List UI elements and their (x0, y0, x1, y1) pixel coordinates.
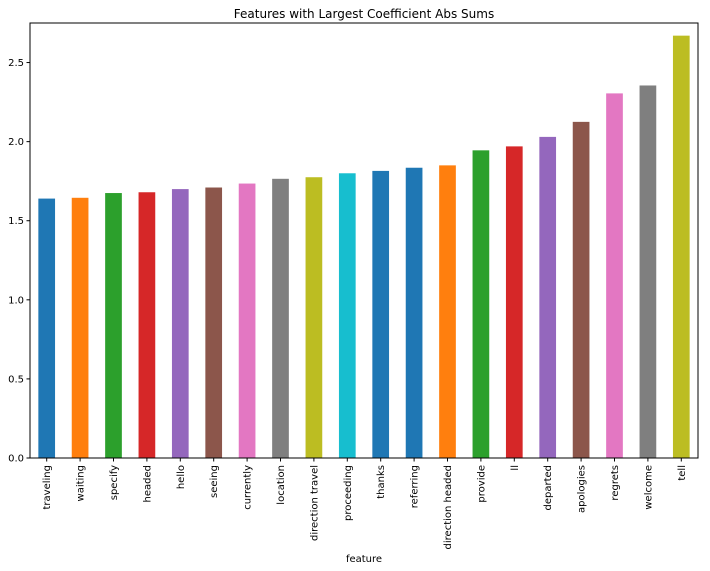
bar-waiting (71, 197, 89, 459)
bars-group (38, 35, 690, 459)
x-tick-label: provide (476, 465, 487, 503)
bar-tell (672, 35, 690, 459)
bar-direction-travel (305, 177, 323, 458)
x-tick-label: specify (109, 465, 120, 500)
bar-specify (105, 193, 122, 458)
x-tick-label: thanks (376, 465, 387, 499)
x-tick-label: hello (176, 465, 187, 489)
y-tick-label: 0.5 (8, 374, 24, 385)
x-tick-label: waiting (76, 465, 87, 501)
bar-departed (539, 136, 557, 458)
y-tick-label: 2.5 (8, 58, 24, 69)
y-axis: 0.0 0.5 1.0 1.5 2.0 2.5 (8, 58, 30, 465)
x-axis: traveling waiting specify headed hello seeing… (42, 458, 688, 549)
x-tick-label: direction travel (309, 465, 320, 541)
bar-seeing (205, 187, 223, 458)
chart-title: Features with Largest Coefficient Abs Su… (234, 7, 494, 21)
x-tick-label: departed (543, 465, 554, 511)
bar-provide (472, 150, 490, 458)
y-tick-label: 1.5 (8, 216, 24, 227)
y-tick-label: 2.0 (8, 137, 24, 148)
x-tick-label: proceeding (343, 465, 354, 521)
x-tick-label: ll (510, 465, 521, 471)
x-tick-label: referring (410, 465, 421, 508)
y-tick-label: 1.0 (8, 295, 24, 306)
bar-thanks (372, 170, 390, 458)
x-tick-label: traveling (42, 465, 53, 509)
bar-headed (138, 192, 156, 458)
x-tick-label: seeing (209, 465, 220, 498)
x-tick-label: apologies (577, 465, 588, 513)
bar-hello (171, 189, 189, 458)
bar-apologies (572, 121, 590, 458)
bar-currently (238, 183, 256, 458)
x-tick-label: currently (243, 465, 254, 510)
x-axis-label: feature (346, 554, 382, 565)
x-tick-label: tell (677, 465, 688, 481)
bar-referring (405, 167, 423, 458)
bar-location (272, 178, 289, 459)
plot-frame (29, 22, 699, 459)
bar-regrets (606, 93, 623, 459)
x-tick-label: regrets (610, 465, 621, 501)
x-tick-label: direction headed (443, 465, 454, 549)
bar-welcome (639, 85, 657, 459)
x-tick-label: location (276, 465, 287, 505)
x-tick-label: headed (142, 465, 153, 502)
bar-traveling (38, 198, 56, 458)
y-tick-label: 0.0 (8, 454, 24, 465)
bar-proceeding (338, 173, 356, 459)
bar-ll (505, 146, 523, 458)
x-tick-label: welcome (643, 465, 654, 510)
bar-direction-headed (439, 165, 456, 458)
